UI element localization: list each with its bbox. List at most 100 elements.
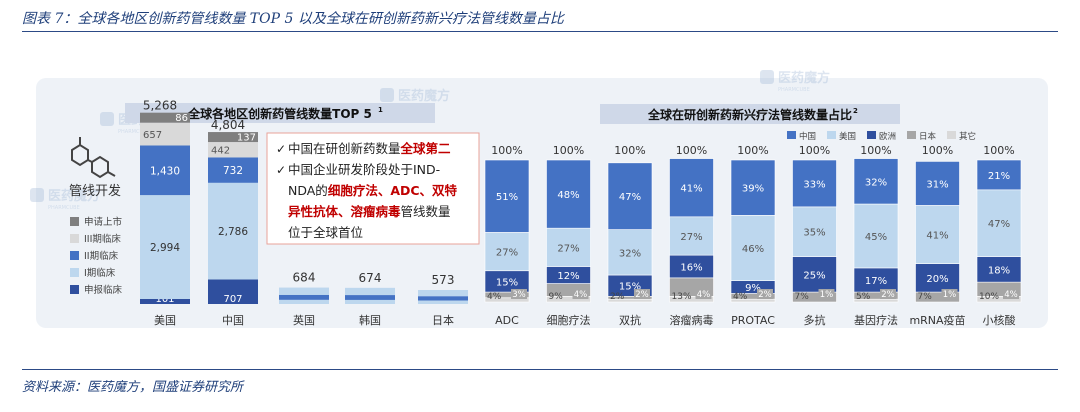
right-legend-swatch <box>787 131 796 139</box>
left-bar-segment <box>140 145 190 196</box>
right-bar-segment <box>669 216 714 256</box>
right-bar-label-small: 4% <box>733 292 748 302</box>
right-small-badge <box>757 289 773 299</box>
left-bar-segment <box>208 182 258 280</box>
right-bar-label: 48% <box>557 190 579 201</box>
right-bar-label: 46% <box>742 244 764 255</box>
molecule-bond <box>87 159 93 163</box>
callout-line: NDA的细胞疗法、ADC、双特 <box>288 183 458 198</box>
right-bar-label: 27% <box>557 243 579 254</box>
right-bar-label: 27% <box>680 232 702 243</box>
right-bar-segment <box>484 232 530 272</box>
callout-line: 位于全球首位 <box>288 225 363 240</box>
watermark-logo-icon <box>30 188 44 202</box>
right-legend-label: 美国 <box>839 131 856 142</box>
right-bar-label-small: 4% <box>697 290 711 300</box>
bottom-rule <box>22 369 1058 370</box>
right-category-label: ADC <box>495 314 519 327</box>
right-top-label: 100% <box>676 144 707 157</box>
watermark-logo-icon <box>760 70 774 84</box>
right-bar-segment <box>730 215 776 282</box>
right-bar-label-small: 10% <box>979 292 999 302</box>
right-bar-segment <box>669 158 714 218</box>
watermark-text: 医药魔方 <box>398 88 450 104</box>
source-note: 资料来源：医药魔方，国盛证券研究所 <box>22 380 244 395</box>
left-bar-segment <box>279 294 329 300</box>
molecule-bond <box>107 171 116 177</box>
left-legend-label: I期临床 <box>84 267 116 279</box>
right-chart-title: 全球在研创新药新兴疗法管线数量占比 <box>647 107 852 122</box>
right-top-label: 100% <box>799 144 830 157</box>
right-legend-swatch <box>867 131 876 139</box>
watermark-logo-icon <box>380 88 394 102</box>
callout-segment: 位于全球首位 <box>288 225 363 240</box>
right-legend-label: 日本 <box>919 131 937 142</box>
right-small-badge <box>511 289 527 299</box>
left-bar-segment <box>208 142 258 158</box>
left-bar-segment <box>345 287 395 296</box>
right-bar-label-small: 2% <box>635 290 649 300</box>
right-bar-label: 33% <box>803 179 825 190</box>
left-category-label: 美国 <box>154 314 176 327</box>
right-bar-label-small: 7% <box>918 292 933 302</box>
callout-segment: 细胞疗法、ADC、双特 <box>328 183 458 198</box>
callout-line: 中国在研创新药数量全球第二 <box>288 141 451 156</box>
right-bar-label: 18% <box>988 265 1010 276</box>
right-bar-segment <box>976 256 1022 283</box>
left-legend-swatch <box>70 217 79 226</box>
right-small-badge <box>1003 289 1019 299</box>
left-legend-label: 申请上市 <box>84 216 123 228</box>
left-chart-title-sup: 1 <box>378 106 383 114</box>
right-legend-swatch <box>827 131 836 139</box>
left-category-label: 英国 <box>293 313 315 327</box>
right-top-label: 100% <box>491 144 522 157</box>
right-bar-label: 47% <box>988 219 1010 230</box>
right-bar-segment <box>607 162 653 230</box>
left-bar-segment <box>418 290 468 297</box>
left-bar-segment <box>418 300 468 304</box>
right-category-label: PROTAC <box>731 314 775 327</box>
right-category-label: 双抗 <box>619 313 641 327</box>
check-icon: ✓ <box>276 142 286 156</box>
left-bar-label: 442 <box>211 146 230 157</box>
left-bar-label: 657 <box>143 130 162 141</box>
right-bar-label-small: 7% <box>795 292 810 302</box>
callout-segment: 异性抗体、溶瘤病毒 <box>288 204 401 219</box>
right-small-badge <box>634 289 650 299</box>
right-bar-label: 47% <box>619 192 641 203</box>
right-top-label: 100% <box>614 144 645 157</box>
left-bar-label: 1,430 <box>150 165 180 177</box>
right-bar-label: 45% <box>865 232 887 243</box>
right-top-label: 100% <box>983 144 1014 157</box>
right-bar-label-small: 5% <box>856 292 871 302</box>
callout-box <box>266 132 480 245</box>
left-bar-segment <box>418 296 468 301</box>
callout-segment: 中国企业研发阶段处于IND- <box>288 162 440 177</box>
watermark-logo-icon <box>100 112 114 126</box>
right-bar-label: 21% <box>988 171 1010 182</box>
right-bar-label: 41% <box>680 184 702 195</box>
right-legend-label: 中国 <box>799 131 816 142</box>
callout-segment: NDA的 <box>288 183 328 198</box>
left-bar-total: 684 <box>293 271 316 285</box>
right-legend-label: 其它 <box>959 131 976 142</box>
left-legend-swatch <box>70 251 79 260</box>
right-bar-label: 12% <box>557 271 579 282</box>
left-bar-segment <box>345 295 395 300</box>
right-bar-label-small: 4% <box>487 292 502 302</box>
right-category-label: 溶瘤病毒 <box>670 313 714 327</box>
left-legend-swatch <box>70 285 79 294</box>
left-bar-label: 86 <box>175 113 188 124</box>
right-bar-segment <box>915 161 960 206</box>
right-bar-label: 15% <box>496 277 518 288</box>
right-top-label: 100% <box>860 144 891 157</box>
right-bar-segment <box>915 205 960 264</box>
right-bar-label: 16% <box>680 263 702 274</box>
watermark-subtext: PHARMCUBE <box>778 87 810 93</box>
right-small-badge <box>880 289 896 299</box>
left-bar-segment <box>140 299 190 304</box>
figure-title: 图表 7：全球各地区创新药管线数量 TOP 5 以及全球在研创新药新兴疗法管线数… <box>22 11 564 27</box>
